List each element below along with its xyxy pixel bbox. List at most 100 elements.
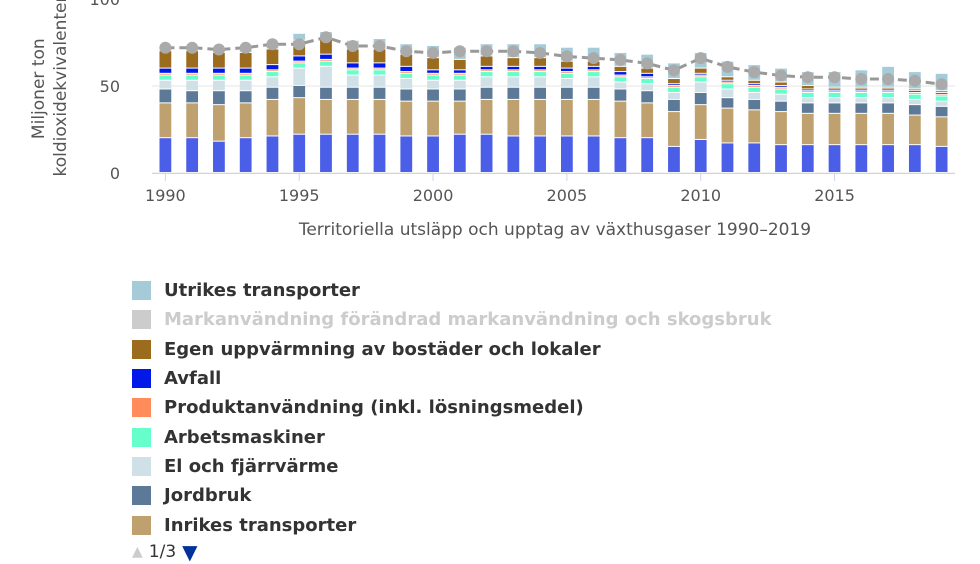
total-point[interactable] bbox=[453, 45, 466, 58]
bar-segment[interactable] bbox=[908, 89, 921, 91]
total-point[interactable] bbox=[614, 53, 627, 66]
bar-segment[interactable] bbox=[587, 77, 600, 87]
bar-segment[interactable] bbox=[534, 58, 547, 66]
bar-segment[interactable] bbox=[641, 77, 654, 79]
bar-segment[interactable] bbox=[614, 77, 627, 82]
bar-segment[interactable] bbox=[935, 106, 948, 117]
bar-segment[interactable] bbox=[614, 138, 627, 172]
bar-segment[interactable] bbox=[239, 52, 252, 68]
bar-segment[interactable] bbox=[721, 89, 734, 98]
bar-segment[interactable] bbox=[346, 70, 359, 75]
bar-segment[interactable] bbox=[908, 99, 921, 105]
bar-segment[interactable] bbox=[186, 68, 199, 73]
bar-segment[interactable] bbox=[186, 91, 199, 103]
bar-segment[interactable] bbox=[186, 51, 199, 68]
bar-segment[interactable] bbox=[775, 82, 787, 85]
bar-segment[interactable] bbox=[213, 141, 225, 172]
bar-segment[interactable] bbox=[427, 101, 439, 136]
bar-segment[interactable] bbox=[828, 91, 841, 92]
total-point[interactable] bbox=[266, 38, 279, 51]
bar-segment[interactable] bbox=[775, 86, 787, 87]
bar-segment[interactable] bbox=[748, 86, 761, 87]
bar-segment[interactable] bbox=[882, 87, 894, 89]
bar-segment[interactable] bbox=[320, 61, 332, 66]
bar-segment[interactable] bbox=[668, 146, 680, 172]
total-point[interactable] bbox=[186, 41, 199, 54]
bar-segment[interactable] bbox=[453, 89, 466, 101]
total-point[interactable] bbox=[775, 69, 788, 82]
bar-segment[interactable] bbox=[159, 89, 172, 103]
bar-segment[interactable] bbox=[748, 84, 761, 85]
bar-segment[interactable] bbox=[560, 136, 573, 172]
bar-segment[interactable] bbox=[855, 103, 868, 113]
bar-segment[interactable] bbox=[721, 108, 734, 143]
bar-segment[interactable] bbox=[453, 75, 466, 80]
bar-segment[interactable] bbox=[427, 75, 439, 80]
bar-segment[interactable] bbox=[721, 82, 734, 84]
bar-segment[interactable] bbox=[534, 66, 547, 70]
bar-segment[interactable] bbox=[320, 54, 332, 59]
bar-segment[interactable] bbox=[346, 134, 359, 172]
bar-segment[interactable] bbox=[614, 66, 627, 72]
bar-segment[interactable] bbox=[721, 77, 734, 80]
bar-segment[interactable] bbox=[159, 138, 172, 172]
bar-segment[interactable] bbox=[694, 139, 707, 172]
bar-segment[interactable] bbox=[587, 87, 600, 99]
bar-segment[interactable] bbox=[213, 91, 225, 105]
legend-item[interactable]: Jordbruk bbox=[132, 481, 772, 510]
bar-segment[interactable] bbox=[453, 134, 466, 172]
bar-segment[interactable] bbox=[587, 136, 600, 172]
bar-segment[interactable] bbox=[801, 103, 814, 113]
legend-item[interactable]: El och fjärrvärme bbox=[132, 452, 772, 481]
total-point[interactable] bbox=[400, 45, 413, 58]
bar-segment[interactable] bbox=[400, 54, 413, 66]
bar-segment[interactable] bbox=[534, 136, 547, 172]
bar-segment[interactable] bbox=[801, 89, 814, 91]
bar-segment[interactable] bbox=[427, 73, 439, 75]
bar-segment[interactable] bbox=[239, 68, 252, 73]
bar-segment[interactable] bbox=[266, 136, 279, 172]
bar-segment[interactable] bbox=[668, 84, 680, 85]
legend-item[interactable]: Produktanvändning (inkl. lösningsmedel) bbox=[132, 393, 772, 422]
total-point[interactable] bbox=[159, 41, 172, 54]
bar-segment[interactable] bbox=[507, 72, 520, 77]
pager-down-arrow-icon[interactable]: ▼ bbox=[182, 540, 198, 564]
bar-segment[interactable] bbox=[159, 68, 172, 73]
bar-segment[interactable] bbox=[694, 77, 707, 82]
bar-segment[interactable] bbox=[935, 117, 948, 146]
bar-segment[interactable] bbox=[266, 72, 279, 77]
bar-segment[interactable] bbox=[560, 87, 573, 99]
bar-segment[interactable] bbox=[587, 66, 600, 70]
bar-segment[interactable] bbox=[641, 79, 654, 84]
bar-segment[interactable] bbox=[855, 145, 868, 172]
bar-segment[interactable] bbox=[480, 56, 493, 66]
bar-segment[interactable] bbox=[453, 101, 466, 134]
bar-segment[interactable] bbox=[373, 87, 386, 99]
bar-segment[interactable] bbox=[239, 103, 252, 138]
bar-segment[interactable] bbox=[159, 51, 172, 68]
total-point[interactable] bbox=[641, 57, 654, 70]
bar-segment[interactable] bbox=[935, 94, 948, 96]
bar-segment[interactable] bbox=[427, 136, 439, 172]
bar-segment[interactable] bbox=[534, 72, 547, 77]
bar-segment[interactable] bbox=[373, 70, 386, 75]
bar-segment[interactable] bbox=[266, 77, 279, 87]
bar-segment[interactable] bbox=[694, 73, 707, 75]
bar-segment[interactable] bbox=[721, 80, 734, 82]
bar-segment[interactable] bbox=[534, 77, 547, 87]
bar-segment[interactable] bbox=[614, 75, 627, 77]
bar-segment[interactable] bbox=[266, 99, 279, 136]
bar-segment[interactable] bbox=[775, 87, 787, 89]
total-point[interactable] bbox=[908, 74, 921, 87]
bar-segment[interactable] bbox=[266, 49, 279, 65]
bar-segment[interactable] bbox=[908, 94, 921, 99]
bar-segment[interactable] bbox=[775, 101, 787, 112]
legend-item[interactable]: Markanvändning förändrad markanvändning … bbox=[132, 305, 772, 334]
bar-segment[interactable] bbox=[801, 91, 814, 92]
total-point[interactable] bbox=[346, 39, 359, 52]
bar-segment[interactable] bbox=[373, 75, 386, 87]
bar-segment[interactable] bbox=[560, 99, 573, 136]
total-point[interactable] bbox=[373, 39, 386, 52]
bar-segment[interactable] bbox=[400, 136, 413, 172]
bar-segment[interactable] bbox=[239, 91, 252, 103]
